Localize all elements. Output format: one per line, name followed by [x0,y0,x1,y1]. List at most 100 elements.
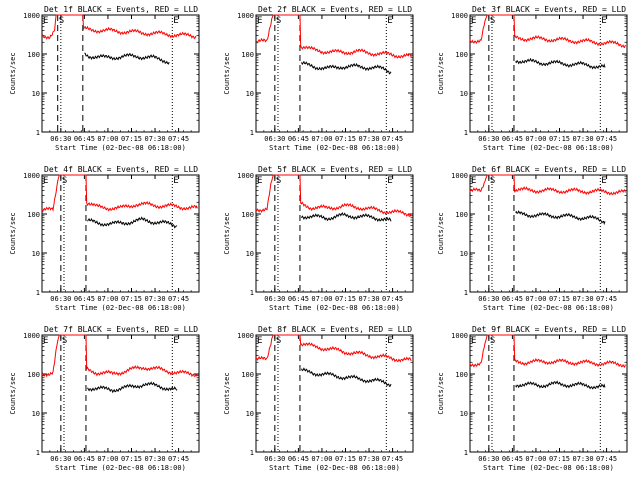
event-marker-e: E [387,176,392,186]
event-marker-e: E [601,336,606,346]
x-tick-label: 07:45 [596,135,617,143]
panel-title: Det 3f BLACK = Events, RED = LLD [472,5,626,14]
series-line-events [301,367,392,387]
event-marker-s: S [62,176,67,186]
x-axis-label: Start Time (02-Dec-08 06:18:00) [483,464,614,472]
y-tick-label: 1000 [23,172,40,180]
x-axis-label: Start Time (02-Dec-08 06:18:00) [55,304,186,312]
y-axis-label: Counts/sec [437,372,445,414]
y-axis-label: Counts/sec [223,52,231,94]
y-tick-label: 1000 [237,12,254,20]
series-line-events [87,381,178,394]
y-tick-label: 100 [455,371,468,379]
y-tick-label: 1000 [237,172,254,180]
event-marker-e: E [43,176,48,186]
x-axis-label: Start Time (02-Dec-08 06:18:00) [483,304,614,312]
y-axis-label: Counts/sec [437,52,445,94]
x-axis-label: Start Time (02-Dec-08 06:18:00) [269,464,400,472]
x-tick-label: 07:15 [335,135,356,143]
x-tick-label: 06:45 [502,295,523,303]
y-tick-label: 1000 [451,12,468,20]
x-tick-label: 06:45 [502,135,523,143]
event-marker-s: S [276,16,281,26]
series-line-lld [469,14,626,49]
series-line-events [515,57,606,70]
y-tick-label: 10 [246,410,254,418]
series-line-events [84,52,170,65]
event-marker-e: E [601,16,606,26]
event-marker-e: E [43,336,48,346]
plot-frame [41,14,200,133]
x-tick-label: 07:15 [549,295,570,303]
y-tick-label: 100 [27,51,40,59]
x-tick-label: 07:45 [382,455,403,463]
event-marker-e: E [601,176,606,186]
event-marker-s: S [490,176,495,186]
plot-frame [41,174,200,293]
x-tick-label: 06:30 [50,135,71,143]
series-line-lld [469,174,626,196]
x-tick-label: 07:15 [121,295,142,303]
x-tick-label: 06:30 [50,455,71,463]
x-tick-label: 07:30 [573,295,594,303]
panel-det-5: Det 5f BLACK = Events, RED = LLD 1000 100 1… [223,165,414,312]
x-tick-label: 07:45 [168,455,189,463]
y-tick-label: 1000 [23,332,40,340]
x-tick-label: 06:45 [502,455,523,463]
x-tick-label: 07:30 [145,135,166,143]
y-tick-label: 100 [455,51,468,59]
y-tick-label: 100 [27,371,40,379]
x-tick-label: 07:30 [359,295,380,303]
x-tick-label: 07:30 [145,455,166,463]
panel-title: Det 7f BLACK = Events, RED = LLD [44,325,198,334]
event-marker-e: E [257,176,262,186]
series-line-lld [469,334,626,369]
y-tick-label: 1 [250,129,254,137]
x-tick-label: 07:45 [168,135,189,143]
y-tick-label: 100 [241,371,254,379]
x-axis-label: Start Time (02-Dec-08 06:18:00) [269,144,400,152]
series-line-lld [255,174,412,217]
y-tick-label: 10 [460,90,468,98]
plot-frame [41,334,200,453]
panel-title: Det 9f BLACK = Events, RED = LLD [472,325,626,334]
x-tick-label: 07:00 [97,135,118,143]
plot-frame [469,14,628,133]
event-marker-e: E [43,16,48,26]
x-axis-label: Start Time (02-Dec-08 06:18:00) [55,464,186,472]
x-tick-label: 06:30 [50,295,71,303]
x-tick-label: 07:45 [596,295,617,303]
x-tick-label: 07:30 [573,135,594,143]
panel-det-2: Det 2f BLACK = Events, RED = LLD 1000 100 1… [223,5,414,152]
panel-det-3: Det 3f BLACK = Events, RED = LLD 1000 100 1… [437,5,628,152]
y-tick-label: 1 [464,289,468,297]
x-tick-label: 07:00 [311,295,332,303]
event-marker-e: E [173,16,178,26]
event-marker-e: E [257,16,262,26]
y-tick-label: 10 [246,90,254,98]
x-tick-label: 07:00 [97,295,118,303]
x-tick-label: 06:30 [264,295,285,303]
series-line-events [301,60,392,75]
event-marker-s: S [59,16,64,26]
y-tick-label: 1000 [451,332,468,340]
panel-title: Det 2f BLACK = Events, RED = LLD [258,5,412,14]
y-axis-label: Counts/sec [9,52,17,94]
event-marker-s: S [490,336,495,346]
x-tick-label: 06:45 [74,135,95,143]
panel-det-1: Det 1f BLACK = Events, RED = LLD 1000 100 1… [9,5,200,152]
event-marker-s: S [490,16,495,26]
x-tick-label: 06:30 [478,135,499,143]
x-tick-label: 06:45 [74,455,95,463]
y-tick-label: 10 [32,250,40,258]
panel-det-6: Det 6f BLACK = Events, RED = LLD 1000 100 1… [437,165,628,312]
y-tick-label: 100 [241,51,254,59]
y-tick-label: 1 [250,449,254,457]
y-tick-label: 1 [464,129,468,137]
y-tick-label: 1 [36,129,40,137]
x-axis-label: Start Time (02-Dec-08 06:18:00) [269,304,400,312]
y-tick-label: 10 [32,410,40,418]
x-tick-label: 07:30 [145,295,166,303]
plot-frame [469,334,628,453]
panel-det-4: Det 4f BLACK = Events, RED = LLD 1000 100 1… [9,165,200,312]
